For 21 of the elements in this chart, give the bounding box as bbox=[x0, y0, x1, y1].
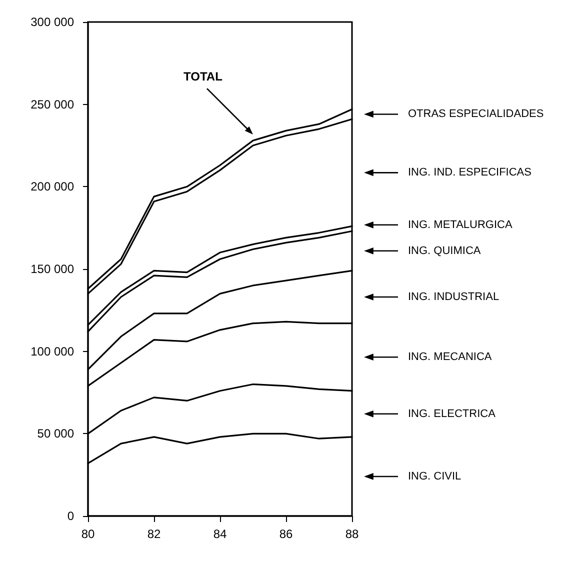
x-tick-label: 82 bbox=[147, 527, 161, 541]
legend-label: ING. IND. ESPECIFICAS bbox=[408, 166, 532, 179]
legend-label: ING. MECANICA bbox=[408, 351, 492, 364]
y-tick-label: 100 000 bbox=[30, 344, 74, 358]
legend-label: ING. METALURGICA bbox=[408, 218, 513, 231]
y-tick-label: 200 000 bbox=[30, 180, 74, 194]
y-tick-label: 150 000 bbox=[30, 262, 74, 276]
y-tick-label: 250 000 bbox=[30, 97, 74, 112]
x-tick-label: 86 bbox=[279, 527, 293, 541]
legend-label: OTRAS ESPECIALIDADES bbox=[408, 108, 544, 120]
y-tick-label: 300 000 bbox=[30, 15, 74, 29]
y-tick-label: 0 bbox=[67, 509, 74, 523]
x-tick-label: 88 bbox=[345, 527, 359, 541]
legend-label: ING. ELECTRICA bbox=[408, 408, 496, 420]
legend-label: ING. CIVIL bbox=[408, 470, 462, 482]
x-tick-label: 80 bbox=[81, 527, 95, 541]
legend-label: ING. QUIMICA bbox=[408, 244, 482, 257]
y-tick-label: 50 000 bbox=[37, 426, 74, 441]
legend-label: ING. INDUSTRIAL bbox=[408, 290, 500, 303]
annotation: TOTAL bbox=[184, 70, 222, 84]
x-tick-label: 84 bbox=[213, 527, 227, 541]
